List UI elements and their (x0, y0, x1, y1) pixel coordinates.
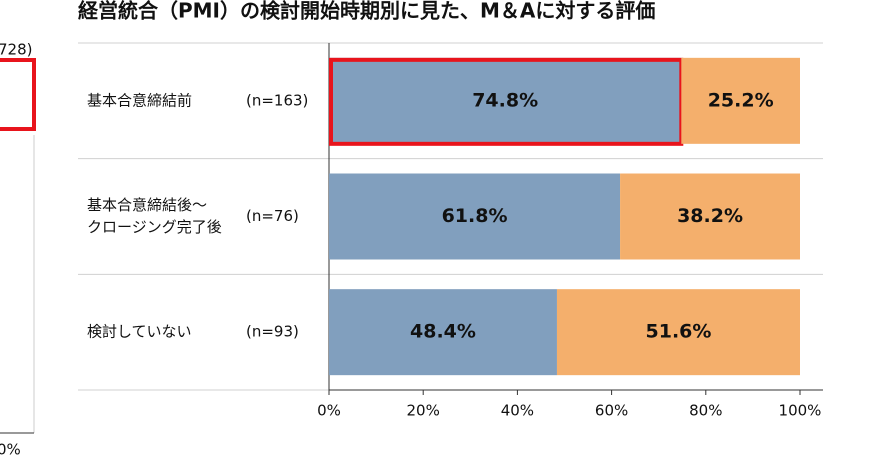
x-tick-label: 0% (317, 402, 341, 420)
category-label: 基本合意締結後～ (87, 196, 207, 214)
x-tick-label: 40% (501, 402, 534, 420)
value-label: 51.6% (646, 321, 712, 343)
bar-segment (329, 289, 557, 376)
x-tick-label: 60% (595, 402, 628, 420)
value-label: 25.2% (708, 89, 774, 111)
bar-segment (556, 289, 800, 376)
value-label: 48.4% (410, 321, 476, 343)
value-label: 61.8% (442, 205, 508, 227)
neighbor-highlight (0, 58, 36, 131)
bar-segment (329, 173, 621, 260)
x-tick-label: 20% (407, 402, 440, 420)
x-tick-label: 100% (779, 402, 822, 420)
sample-size: (n=76) (246, 207, 299, 225)
value-label: 74.8% (472, 89, 538, 111)
value-label: 38.2% (677, 205, 743, 227)
chart-title: 経営統合（PMI）の検討開始時期別に見た、M＆Aに対する評価 (78, 0, 655, 23)
neighbor-text: 728) (0, 41, 32, 59)
x-tick-label: 80% (689, 402, 722, 420)
neighbor-text: 0% (0, 441, 21, 459)
sample-size: (n=93) (246, 323, 299, 341)
category-label: クロージング完了後 (87, 218, 222, 236)
bar-segment (329, 57, 682, 144)
bar-segment (681, 57, 800, 144)
bar-segment (620, 173, 800, 260)
category-label: 検討していない (87, 323, 192, 341)
category-label: 基本合意締結前 (87, 91, 192, 109)
sample-size: (n=163) (246, 91, 308, 109)
